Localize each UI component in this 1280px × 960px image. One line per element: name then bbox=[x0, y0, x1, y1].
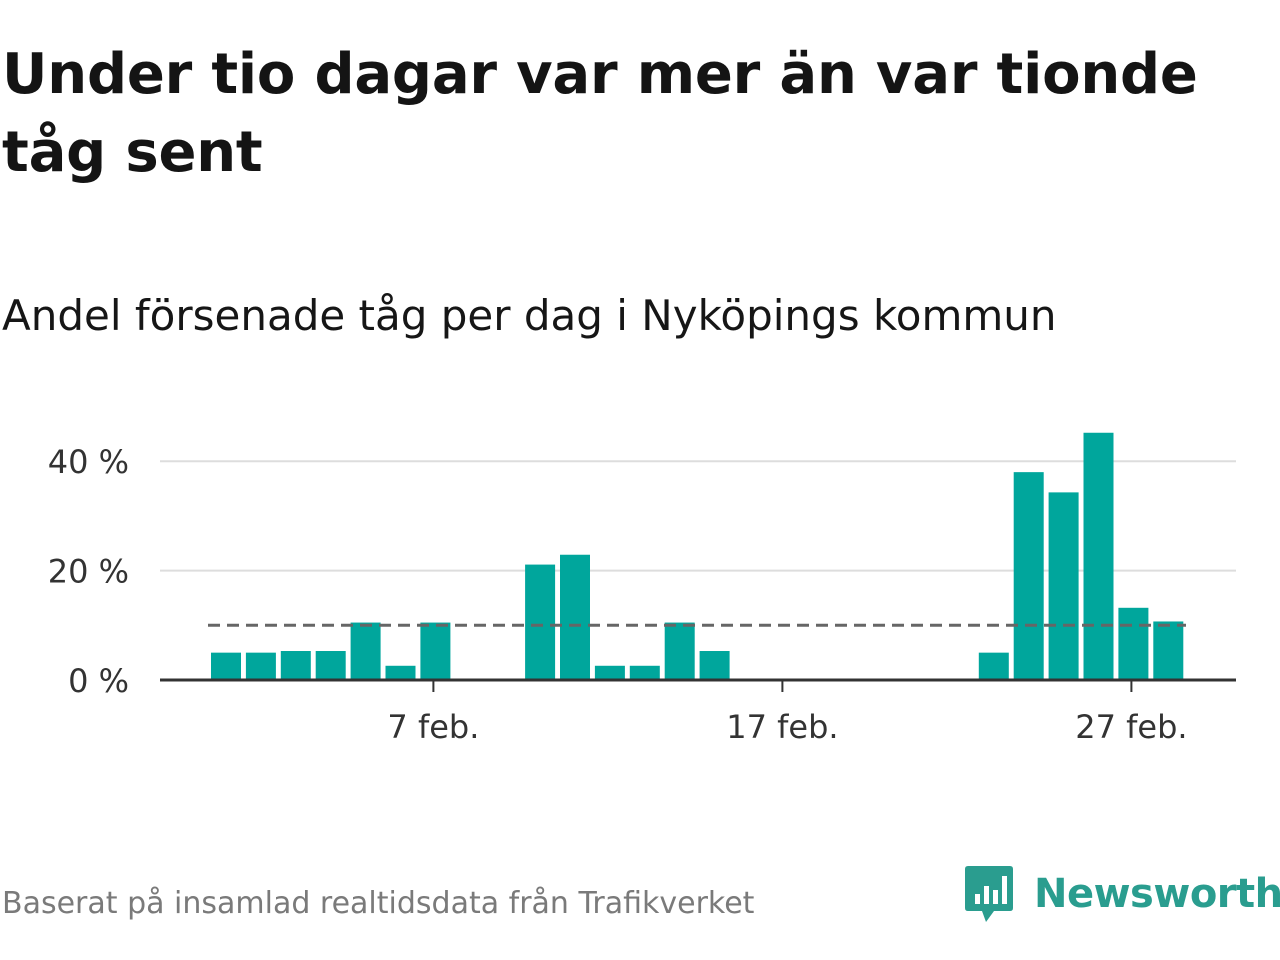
y-tick-label: 40 % bbox=[48, 443, 129, 481]
bar-2025-02-27 bbox=[1118, 607, 1149, 680]
bar-2025-02-28 bbox=[1153, 621, 1184, 680]
bar-2025-02-12 bbox=[594, 665, 625, 680]
bar-2025-02-01 bbox=[211, 652, 241, 680]
bar-2025-02-11 bbox=[560, 554, 590, 680]
bar-2025-02-23 bbox=[978, 652, 1009, 680]
bar-chart: 0 % 20 % 40 % 7 feb. 17 feb. 27 feb. bbox=[48, 432, 1236, 746]
chart-title: Under tio dagar var mer än var tionde tå… bbox=[2, 42, 1198, 185]
bar-2025-02-14 bbox=[664, 622, 695, 680]
bar-2025-02-05 bbox=[350, 622, 381, 680]
bar-2025-02-06 bbox=[385, 665, 416, 680]
y-tick-label: 0 % bbox=[68, 662, 129, 700]
x-tick-label: 27 feb. bbox=[1075, 708, 1187, 746]
y-tick-label: 20 % bbox=[48, 553, 129, 591]
bar-2025-02-15 bbox=[699, 651, 730, 680]
bar-2025-02-04 bbox=[315, 651, 346, 680]
bar-2025-02-10 bbox=[525, 564, 556, 680]
bar-2025-02-13 bbox=[629, 665, 660, 680]
x-tick-label: 17 feb. bbox=[726, 708, 838, 746]
x-tick-label: 7 feb. bbox=[387, 708, 479, 746]
y-axis-ticks: 0 % 20 % 40 % bbox=[48, 443, 129, 700]
bar-2025-02-25 bbox=[1048, 492, 1079, 680]
bars bbox=[211, 432, 1184, 680]
source-note: Baserat på insamlad realtidsdata från Tr… bbox=[2, 886, 755, 921]
bar-2025-02-03 bbox=[280, 651, 311, 680]
newsworthy-logo-icon bbox=[965, 866, 1013, 922]
x-axis-ticks: 7 feb. 17 feb. 27 feb. bbox=[387, 680, 1188, 746]
newsworthy-logo-text: Newsworthy bbox=[1034, 871, 1280, 917]
bar-2025-02-02 bbox=[245, 652, 276, 680]
newsworthy-logo: Newsworthy bbox=[964, 864, 1280, 924]
bar-2025-02-26 bbox=[1083, 432, 1114, 680]
chart-subtitle: Andel försenade tåg per dag i Nyköpings … bbox=[2, 291, 1057, 340]
bar-2025-02-24 bbox=[1013, 472, 1044, 680]
bar-2025-02-07 bbox=[420, 622, 451, 680]
